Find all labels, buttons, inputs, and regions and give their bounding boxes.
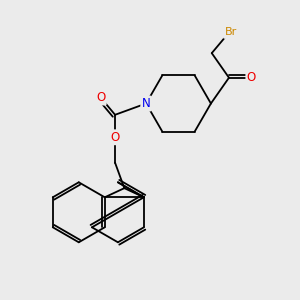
Text: O: O — [247, 71, 256, 84]
Text: O: O — [96, 91, 105, 104]
Text: N: N — [142, 97, 151, 110]
Text: O: O — [110, 131, 120, 144]
Text: Br: Br — [224, 27, 237, 38]
